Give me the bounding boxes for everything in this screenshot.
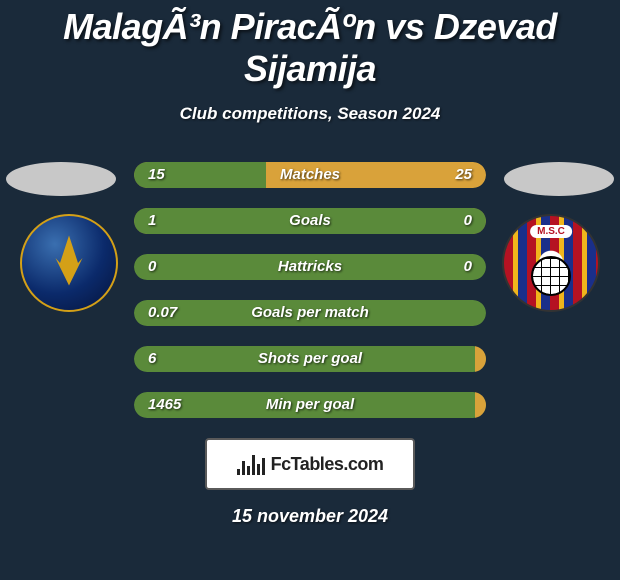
bar-chart-icon (237, 453, 265, 475)
stat-row: Hattricks0 0 (134, 254, 486, 280)
player-right-ellipse (504, 162, 614, 196)
stat-value-left: 1 (148, 208, 156, 234)
page-subtitle: Club competitions, Season 2024 (0, 104, 620, 124)
stat-row: Goals1 0 (134, 208, 486, 234)
stat-label: Goals (134, 208, 486, 234)
stat-label: Min per goal (134, 392, 486, 418)
source-logo[interactable]: FcTables.com (205, 438, 415, 490)
team-crest-left (20, 214, 118, 312)
stat-row: Min per goal1465 (134, 392, 486, 418)
stat-value-left: 15 (148, 162, 165, 188)
stat-label: Matches (134, 162, 486, 188)
comparison-panel: Matches1525Goals10Hattricks00Goals per m… (0, 162, 620, 527)
stat-row: Matches15 25 (134, 162, 486, 188)
stat-label: Goals per match (134, 300, 486, 326)
stat-row: Shots per goal6 (134, 346, 486, 372)
stat-label: Hattricks (134, 254, 486, 280)
logo-text: FcTables.com (271, 454, 384, 475)
stat-value-left: 6 (148, 346, 156, 372)
stat-value-right: 0 (464, 254, 472, 280)
stat-row: Goals per match0.07 (134, 300, 486, 326)
team-crest-right (502, 214, 600, 312)
stat-label: Shots per goal (134, 346, 486, 372)
player-left-ellipse (6, 162, 116, 196)
stat-value-right: 0 (464, 208, 472, 234)
stat-value-right: 25 (455, 162, 472, 188)
stat-value-left: 0.07 (148, 300, 177, 326)
page-title: MalagÃ³n PiracÃºn vs Dzevad Sijamija (0, 0, 620, 90)
stat-bars-container: Matches1525Goals10Hattricks00Goals per m… (134, 162, 486, 418)
date-label: 15 november 2024 (0, 506, 620, 527)
stat-value-left: 1465 (148, 392, 181, 418)
stat-value-left: 0 (148, 254, 156, 280)
